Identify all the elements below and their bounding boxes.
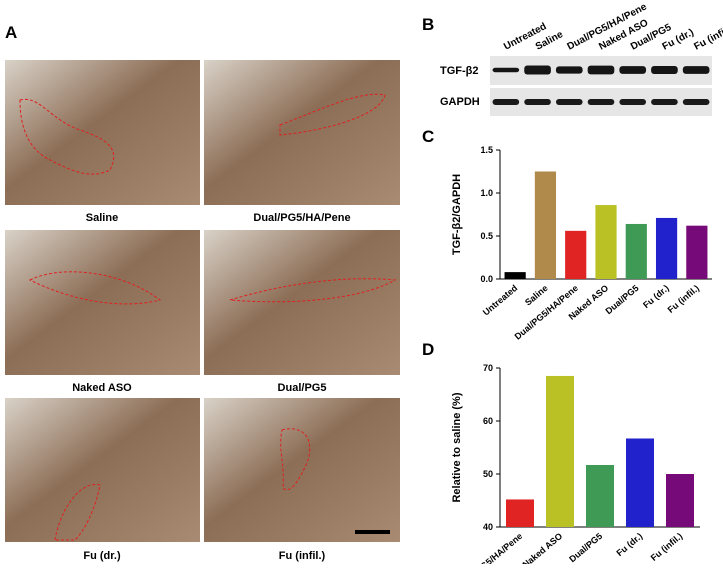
y-tick-label: 0.5 [480,231,493,241]
band [587,99,615,105]
bar [686,225,708,279]
bar [534,171,557,279]
region-outline [28,271,162,305]
caption: Dual/PG5/HA/Pene [253,212,350,224]
caption: Saline [86,212,118,224]
band [524,65,551,75]
y-tick-label: 1.0 [480,188,493,198]
bar [506,499,534,527]
x-tick-label: Saline [523,283,550,308]
lane-label: Fu (infil.) [692,23,723,53]
blot-row-label: TGF-β2 [440,65,479,77]
micrograph [5,398,200,542]
panel-label: D [422,340,434,359]
micrograph [204,398,400,542]
bar [504,272,526,279]
panel-label: C [422,127,434,146]
bar [625,223,647,279]
x-tick-label: Dual/PG5 [603,283,640,316]
band [587,65,615,75]
scale-bar [355,530,390,534]
panel-label: A [5,23,17,42]
region-outline [19,98,115,175]
bar [586,464,614,527]
bar [565,230,587,279]
band [682,66,710,74]
band [555,66,583,74]
x-tick-label: Dual/PG5 [567,531,604,564]
band [682,99,710,105]
y-tick-label: 60 [483,416,493,426]
y-tick-label: 50 [483,469,493,479]
bar [626,438,654,527]
band [619,66,647,74]
panel-label: B [422,15,434,34]
band [651,65,678,75]
micrograph [5,230,200,375]
x-tick-label: Fu (dr.) [614,531,644,558]
band [651,99,678,105]
x-tick-label: Naked ASO [521,531,565,564]
y-axis-label: TGF-β2/GAPDH [451,174,463,255]
x-tick-label: Dual/PG5/HA/Pene [457,531,524,564]
y-tick-label: 70 [483,363,493,373]
band [555,99,583,105]
x-tick-label: Fu (infil.) [666,283,702,315]
y-tick-label: 1.5 [480,145,493,155]
bar [595,205,617,279]
micrograph [5,60,200,205]
region-outline [229,278,397,303]
x-tick-label: Untreated [481,283,520,318]
bar [655,217,678,279]
region-outline [279,93,386,136]
band [492,99,520,105]
band [524,99,551,105]
micrograph [204,60,400,205]
blot-row-label: GAPDH [440,96,480,108]
band [492,67,520,73]
bar [546,375,574,527]
caption: Naked ASO [72,382,132,394]
y-tick-label: 0.0 [480,274,493,284]
y-tick-label: 40 [483,522,493,532]
micrographs [5,60,400,542]
bar [666,474,694,527]
micrograph [204,230,400,375]
caption: Fu (infil.) [279,550,326,562]
caption: Dual/PG5 [278,382,327,394]
caption: Fu (dr.) [83,550,121,562]
x-tick-label: Fu (infil.) [649,531,685,563]
y-axis-label: Relative to saline (%) [451,392,463,502]
band [619,99,647,105]
region-outline [54,484,101,541]
